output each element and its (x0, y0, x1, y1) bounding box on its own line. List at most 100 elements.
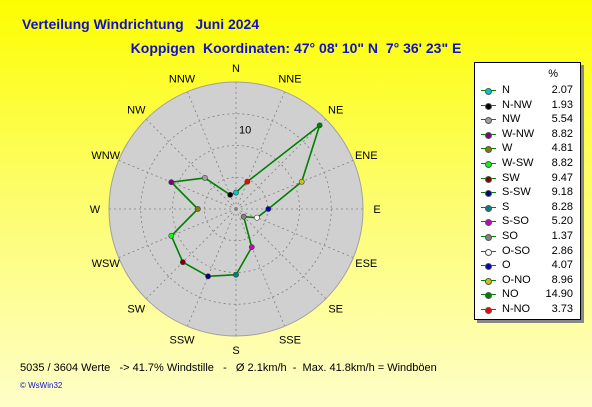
legend-direction: S-SO (502, 215, 529, 228)
legend-item: N 2.07 (475, 83, 580, 98)
legend-line-icon (481, 117, 496, 125)
legend-line-icon (481, 102, 496, 110)
data-point-e (265, 206, 272, 212)
data-point-n (233, 189, 239, 196)
legend-percent-value: 5.20 (551, 215, 573, 228)
legend-item: W-SW 8.82 (475, 156, 580, 171)
grid-spoke-nnw (187, 91, 237, 210)
legend-marker-icon (485, 292, 492, 300)
legend-rows: N 2.07 N-NW 1.93 NW 5.54 W-NW 8.82 W 4.81 W-SW 8.82… (475, 83, 580, 317)
direction-label-ese: ESE (355, 258, 377, 270)
legend-direction: W (502, 142, 513, 155)
grid-spoke-nne (235, 91, 285, 210)
legend-percent-value: 1.37 (551, 229, 573, 242)
legend-marker-icon (485, 102, 492, 110)
legend-item: S-SW 9.18 (475, 185, 580, 200)
data-point-wnw (168, 179, 175, 186)
stats-footer: 5035 / 3604 Werte -> 41.7% Windstille - … (20, 362, 437, 374)
direction-label-e: E (373, 204, 380, 216)
legend-direction: W-SW (502, 156, 534, 169)
legend-line-icon (481, 160, 496, 168)
chart-subtitle: Koppigen Koordinaten: 47° 08' 10" N 7° 3… (130, 40, 462, 56)
legend-line-icon (481, 190, 496, 198)
legend-item: NO 14.90 (475, 287, 580, 302)
direction-label-ene: ENE (355, 150, 378, 162)
legend-line-icon (481, 306, 496, 314)
legend-direction: W-NW (502, 127, 535, 140)
direction-label-nw: NW (127, 104, 146, 116)
legend-direction: S (502, 200, 510, 213)
legend-item: O 4.07 (475, 258, 580, 273)
direction-label-nne: NNE (278, 74, 301, 86)
data-point-sse (248, 244, 255, 251)
direction-label-se: SE (328, 304, 343, 316)
legend-direction: N (502, 84, 510, 96)
legend-line-icon (481, 88, 496, 95)
legend-item: N-NW 1.93 (475, 98, 580, 113)
legend-marker-icon (485, 204, 492, 212)
legend-percent-value: 4.81 (551, 142, 573, 155)
legend-percent-value: 9.18 (551, 186, 573, 199)
legend-marker-icon (485, 190, 492, 198)
data-point-sw (179, 259, 186, 266)
legend-percent-value: 8.82 (551, 127, 573, 140)
legend-line-icon (481, 292, 496, 300)
legend-direction: NW (502, 113, 521, 126)
grid-spoke-se (235, 208, 327, 300)
legend-percent-value: 5.54 (551, 113, 573, 126)
legend-percent-value: 8.82 (551, 156, 573, 169)
legend-line-icon (481, 175, 496, 183)
legend-marker-icon (485, 233, 492, 241)
legend-marker-icon (485, 248, 492, 256)
legend-item: NW 5.54 (475, 112, 580, 127)
data-point-w (194, 206, 201, 212)
grid-spoke-ene (235, 160, 354, 210)
grid-spoke-ssw (187, 208, 237, 327)
legend-line-icon (481, 131, 496, 139)
legend-direction: SO (502, 229, 518, 242)
direction-label-sw: SW (127, 304, 145, 316)
legend-marker-icon (485, 117, 492, 125)
data-point-wsw (168, 232, 175, 239)
grid-spoke-wsw (118, 208, 237, 258)
data-point-nnw (227, 191, 234, 198)
direction-label-wsw: WSW (92, 258, 121, 270)
legend-line-icon (481, 263, 496, 271)
legend-item: SO 1.37 (475, 229, 580, 244)
legend-item: W 4.81 (475, 141, 580, 156)
legend-direction: N-NO (502, 302, 531, 315)
data-point-ene (298, 178, 305, 185)
legend-marker-icon (485, 277, 492, 285)
ring-tick-label: 10 (239, 125, 251, 137)
data-point-ssw (205, 273, 212, 280)
direction-label-wnw: WNW (91, 150, 120, 162)
legend-direction: S-SW (502, 186, 531, 199)
direction-label-ne: NE (328, 104, 343, 116)
copyright-note: © WsWin32 (20, 381, 63, 390)
legend-direction: O-SO (502, 244, 531, 257)
grid-spoke-wnw (118, 160, 237, 210)
legend-line-icon (481, 248, 496, 256)
legend-item: S-SO 5.20 (475, 214, 580, 229)
legend-percent-value: 1.93 (551, 98, 573, 111)
chart-title: Verteilung Windrichtung Juni 2024 (22, 16, 260, 32)
legend-direction: SW (502, 171, 520, 184)
data-point-se (240, 213, 247, 220)
legend-line-icon (481, 219, 496, 227)
legend-marker-icon (485, 175, 492, 183)
data-point-ese (254, 214, 260, 221)
legend-percent-label: % (548, 68, 558, 80)
legend-item: W-NW 8.82 (475, 127, 580, 142)
legend-line-icon (481, 277, 496, 285)
legend-percent-value: 4.07 (551, 259, 573, 272)
legend-percent-value: 8.28 (551, 200, 573, 213)
legend-direction: N-NW (502, 98, 532, 111)
legend-percent-value: 8.96 (551, 273, 573, 286)
legend-percent-value: 2.86 (551, 244, 573, 257)
direction-label-sse: SSE (279, 334, 301, 346)
legend-item: SW 9.47 (475, 171, 580, 186)
data-point-nw (202, 175, 208, 181)
data-point-ne (316, 122, 323, 129)
